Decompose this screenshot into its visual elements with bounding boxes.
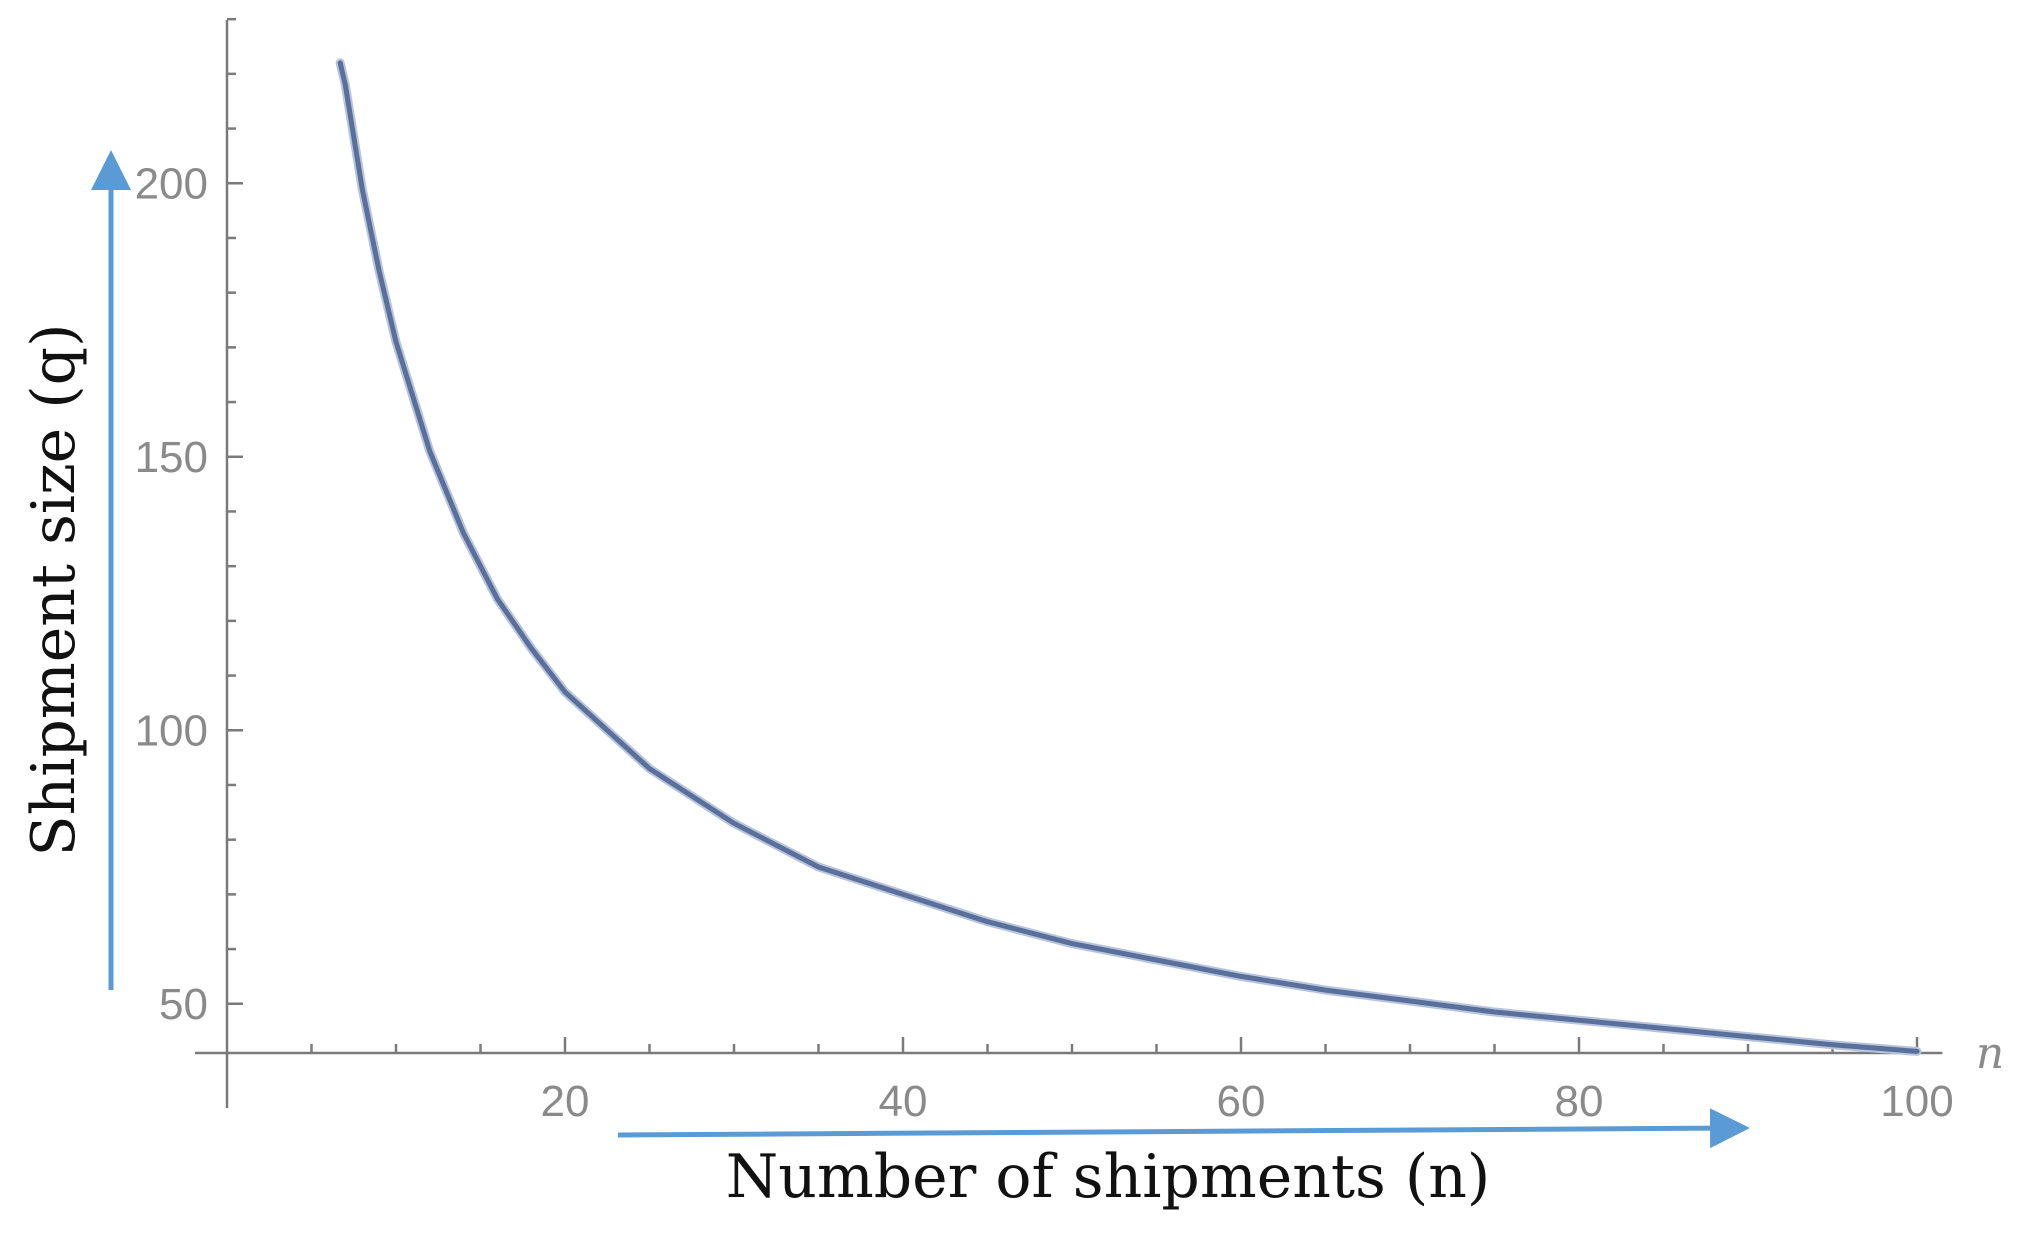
data-curve bbox=[335, 58, 1922, 1056]
x-axis-variable: n bbox=[1976, 1028, 2004, 1079]
y-tick-label: 200 bbox=[135, 159, 208, 208]
axis-ticks bbox=[227, 17, 1919, 1053]
y-tick-label: 50 bbox=[159, 980, 208, 1029]
axes bbox=[195, 20, 1943, 1108]
series-line bbox=[337, 60, 1920, 1054]
tick-labels: 20 40 60 80 100 50 100 150 200 bbox=[135, 159, 1954, 1126]
x-tick-label: 40 bbox=[879, 1077, 928, 1126]
series-line-halo bbox=[335, 58, 1922, 1056]
y-axis-title: Shipment size (q) bbox=[19, 324, 89, 857]
x-axis-title: Number of shipments (n) bbox=[726, 1142, 1491, 1212]
x-tick-label: 20 bbox=[541, 1077, 590, 1126]
x-tick-label: 60 bbox=[1217, 1077, 1266, 1126]
y-tick-label: 100 bbox=[135, 706, 208, 755]
x-axis-arrow bbox=[617, 1108, 1750, 1149]
y-tick-label: 150 bbox=[135, 433, 208, 482]
x-tick-label: 100 bbox=[1880, 1077, 1953, 1126]
x-tick-label: 80 bbox=[1555, 1077, 1604, 1126]
